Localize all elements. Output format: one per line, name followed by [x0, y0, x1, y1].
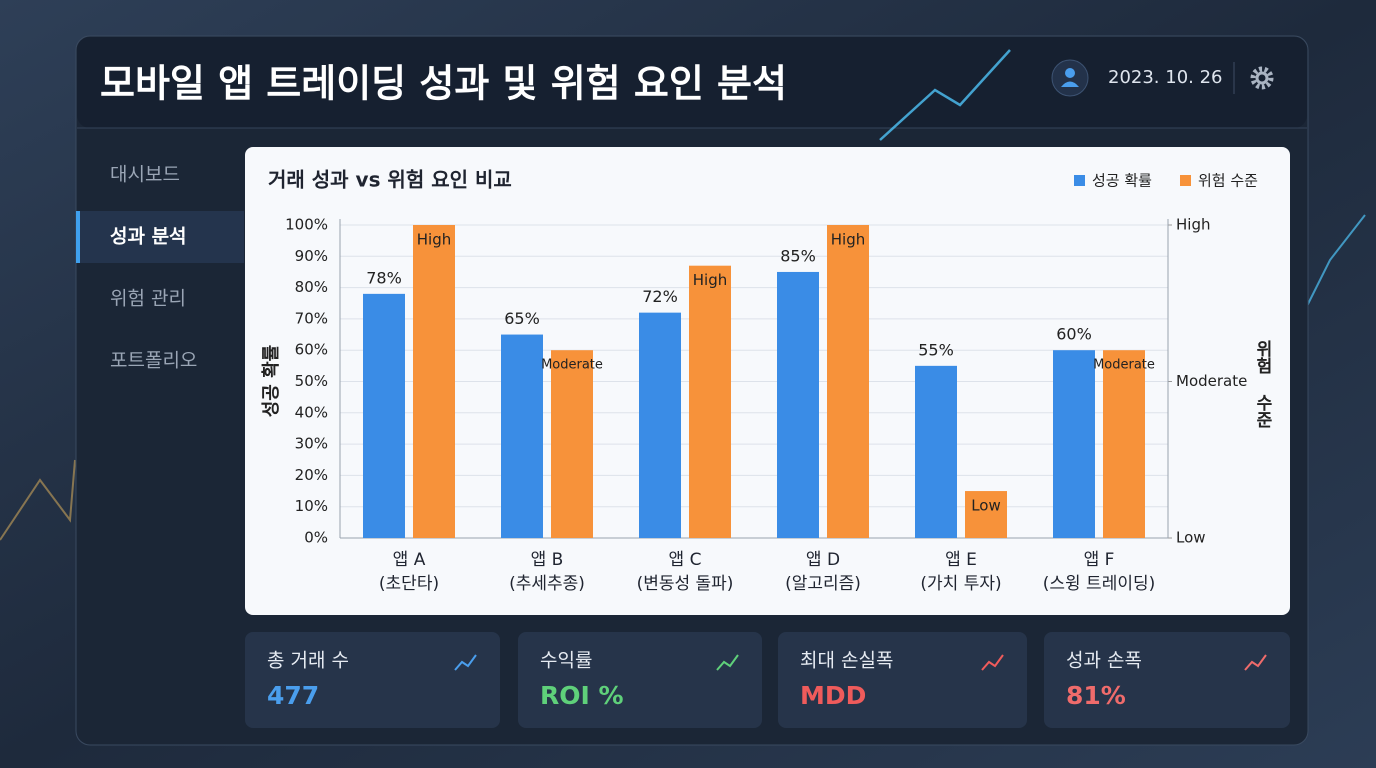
bar: [1103, 350, 1145, 538]
y2-tick-label: Moderate: [1176, 372, 1247, 390]
y-tick-label: 60%: [295, 341, 328, 359]
stat-title: 총 거래 수: [267, 650, 349, 672]
x-tick-label: (스윙 트레이딩): [1043, 574, 1156, 594]
data-label: High: [693, 271, 727, 289]
x-tick-label: (변동성 돌파): [637, 574, 734, 594]
x-tick-label: 앱 D: [806, 550, 840, 570]
bar: [501, 334, 543, 538]
legend-label: 성공 확률: [1092, 172, 1152, 190]
decoration: [0, 459, 76, 541]
stat-card: [1044, 632, 1290, 728]
chart-title: 거래 성과 vs 위험 요인 비교: [268, 168, 512, 192]
bar: [639, 312, 681, 538]
nav-item[interactable]: 대시보드: [110, 164, 180, 186]
page-title: 모바일 앱 트레이딩 성과 및 위험 요인 분석: [100, 62, 787, 106]
bar: [777, 271, 819, 538]
stat-icon: [716, 654, 739, 671]
bar: [965, 491, 1007, 538]
x-tick-label: (알고리즘): [785, 574, 861, 594]
bar: [551, 350, 593, 538]
y-tick-label: 80%: [295, 278, 328, 296]
y-tick-label: 40%: [295, 403, 328, 421]
x-tick-label: (추세추종): [509, 574, 585, 594]
data-label: 60%: [1056, 325, 1092, 344]
y-tick-label: 10%: [295, 497, 328, 515]
nav-item[interactable]: 성과 분석: [110, 226, 187, 248]
stat-card: [778, 632, 1027, 728]
x-tick-label: 앱 A: [393, 550, 426, 570]
legend-swatch: [1180, 175, 1191, 186]
y-tick-label: 0%: [304, 529, 328, 547]
stat-title: 최대 손실폭: [800, 650, 893, 672]
y2-tick-label: Low: [1176, 529, 1206, 547]
nav-item[interactable]: 위험 관리: [110, 288, 186, 310]
x-tick-label: (가치 투자): [920, 574, 1001, 594]
data-label: 78%: [366, 268, 402, 287]
y2-axis-label: 위험 수준: [1252, 340, 1272, 428]
y-axis-label: 성공 확률: [261, 345, 282, 418]
data-label: High: [831, 231, 865, 249]
stat-value: MDD: [800, 681, 866, 710]
bar: [1053, 350, 1095, 538]
y2-tick-label: High: [1176, 216, 1210, 234]
settings-icon[interactable]: [1250, 66, 1274, 90]
bar: [915, 365, 957, 538]
stat-card: [518, 632, 762, 728]
bar: [689, 265, 731, 538]
data-label: Low: [971, 497, 1001, 515]
data-label: 85%: [780, 246, 816, 265]
stat-value: ROI %: [540, 681, 624, 710]
stat-card: [245, 632, 500, 728]
data-label: Moderate: [541, 358, 603, 373]
decoration: [879, 49, 1011, 141]
data-label: Moderate: [1093, 358, 1155, 373]
stat-icon: [981, 654, 1004, 671]
nav-active-bar: [76, 211, 80, 263]
x-tick-label: 앱 B: [531, 550, 564, 570]
y-tick-label: 30%: [295, 435, 328, 453]
user-icon: [1061, 81, 1079, 87]
bar: [413, 225, 455, 538]
bar: [827, 225, 869, 538]
legend-label: 위험 수준: [1198, 172, 1258, 190]
y-tick-label: 100%: [285, 216, 328, 234]
x-tick-label: 앱 F: [1084, 550, 1115, 570]
decoration: [1299, 214, 1366, 321]
x-tick-label: (초단타): [379, 574, 439, 594]
stat-value: 81%: [1066, 681, 1126, 710]
legend-swatch: [1074, 175, 1085, 186]
data-label: 55%: [918, 340, 954, 359]
user-icon: [1065, 68, 1075, 78]
y-tick-label: 90%: [295, 247, 328, 265]
bar: [363, 293, 405, 538]
y-tick-label: 50%: [295, 372, 328, 390]
stat-icon: [454, 654, 477, 671]
x-tick-label: 앱 C: [669, 550, 702, 570]
data-label: 72%: [642, 287, 678, 306]
x-tick-label: 앱 E: [945, 550, 977, 570]
nav-item[interactable]: 포트폴리오: [110, 350, 197, 372]
data-label: 65%: [504, 309, 540, 328]
data-label: High: [417, 231, 451, 249]
date: 2023. 10. 26: [1108, 67, 1223, 88]
y-tick-label: 70%: [295, 309, 328, 327]
stat-title: 수익률: [540, 650, 592, 672]
settings-icon: [1255, 71, 1269, 85]
stat-icon: [1244, 654, 1267, 671]
y-tick-label: 20%: [295, 466, 328, 484]
stat-value: 477: [267, 681, 319, 710]
stat-title: 성과 손폭: [1066, 650, 1142, 672]
nav-active-bg: [77, 211, 244, 263]
